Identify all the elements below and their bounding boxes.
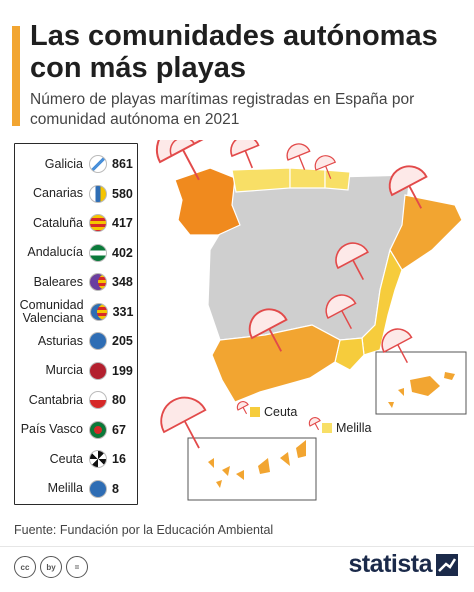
melilla-label: Melilla	[336, 421, 371, 435]
chart-title: Las comunidades autónomas con más playas	[30, 20, 438, 84]
region-name: Galicia	[44, 156, 83, 171]
cc-license-icon[interactable]: cc	[14, 556, 36, 578]
canarias-flag-icon	[89, 184, 107, 203]
galicia-flag-icon	[89, 155, 107, 173]
legend-row: Comunidad Valenciana 331	[15, 297, 139, 325]
region-andalucia	[211, 324, 341, 403]
baleares-inset	[375, 351, 467, 415]
legend-row: Murcia 199	[15, 359, 139, 383]
legend-row: Andalucía 402	[15, 241, 139, 265]
beach-count: 80	[112, 393, 126, 407]
umbrella-icon	[335, 242, 369, 280]
legend-row: Galicia 861	[15, 152, 139, 176]
region-name: País Vasco	[20, 422, 83, 436]
region-name: Andalucía	[27, 245, 83, 259]
umbrella-icon	[286, 143, 311, 171]
cataluna-flag-icon	[89, 214, 107, 232]
beach-count: 8	[112, 481, 119, 496]
region-name: Melilla	[47, 481, 83, 495]
region-canarias	[208, 440, 306, 488]
region-name: Murcia	[45, 363, 83, 377]
region-name: Cataluña	[32, 215, 83, 230]
region-pais-vasco	[324, 169, 351, 191]
legend-row: Melilla 8	[15, 477, 139, 501]
ceuta-label: Ceuta	[264, 405, 297, 419]
region-asturias	[231, 167, 291, 193]
ranking-legend: Galicia 861 Canarias 580 Cataluña 417 Andalucí…	[14, 143, 138, 505]
title-accent-bar	[12, 26, 20, 126]
region-name: Asturias	[37, 333, 83, 348]
statista-logo[interactable]: statista	[348, 550, 458, 579]
umbrella-icon	[160, 396, 207, 449]
attribution-icon[interactable]: by	[40, 556, 62, 578]
legend-row: País Vasco 67	[15, 418, 139, 442]
region-name: Ceuta	[49, 451, 83, 466]
spain-map: Ceuta Melilla	[155, 140, 467, 501]
beach-count: 331	[112, 304, 134, 319]
footer-divider	[0, 546, 474, 547]
legend-row: Cataluña 417	[15, 211, 139, 235]
baleares-flag-icon	[89, 273, 107, 291]
region-name: Cantabria	[28, 392, 83, 407]
umbrella-icon	[155, 140, 208, 181]
umbrella-icon	[314, 155, 337, 179]
umbrella-icon	[325, 294, 357, 330]
legend-row: Canarias 580	[15, 182, 139, 206]
brand-name: statista	[348, 550, 432, 578]
beach-count: 67	[112, 422, 126, 437]
statista-mark-icon	[436, 553, 458, 576]
beach-count: 580	[112, 186, 133, 201]
umbrella-icon	[381, 328, 413, 364]
beach-count: 348	[112, 275, 133, 289]
beach-count: 861	[112, 157, 133, 171]
umbrella-icon	[248, 308, 288, 352]
region-cantabria	[289, 167, 326, 189]
ceuta-flag-icon	[89, 450, 107, 468]
murcia-flag-icon	[89, 361, 107, 380]
asturias-flag-icon	[89, 332, 107, 350]
pais-vasco-flag-icon	[89, 420, 107, 439]
legend-row: Baleares 348	[15, 270, 139, 294]
ceuta-marker	[250, 407, 260, 417]
legend-row: Cantabria 80	[15, 388, 139, 412]
andalucia-flag-icon	[89, 243, 107, 262]
beach-count: 199	[112, 363, 133, 378]
region-cataluna	[389, 194, 463, 271]
beach-count: 417	[112, 216, 133, 230]
region-name: Comunidad Valenciana	[19, 297, 84, 325]
umbrella-icon	[230, 140, 260, 169]
source-note: Fuente: Fundación por la Educación Ambie…	[14, 523, 274, 537]
melilla-marker	[322, 423, 332, 433]
melilla-flag-icon	[89, 479, 107, 498]
valenciana-flag-icon	[89, 302, 108, 321]
region-name: Canarias	[32, 186, 83, 200]
region-galicia	[174, 167, 241, 236]
chart-subtitle: Número de playas marítimas registradas e…	[30, 91, 415, 128]
umbrella-icon	[236, 401, 249, 415]
legend-row: Ceuta 16	[15, 447, 139, 471]
license-icons[interactable]: cc by =	[14, 556, 88, 578]
umbrella-icon	[388, 165, 428, 209]
legend-row: Asturias 205	[15, 329, 139, 353]
beach-count: 16	[112, 452, 126, 466]
region-baleares	[388, 372, 455, 408]
region-valenciana	[361, 248, 403, 356]
beach-count: 402	[112, 245, 133, 260]
umbrella-icon	[308, 417, 321, 431]
region-name: Baleares	[33, 274, 83, 289]
canarias-inset	[187, 437, 317, 501]
beach-count: 205	[112, 334, 133, 348]
no-derivatives-icon[interactable]: =	[66, 556, 88, 578]
cantabria-flag-icon	[89, 391, 107, 409]
